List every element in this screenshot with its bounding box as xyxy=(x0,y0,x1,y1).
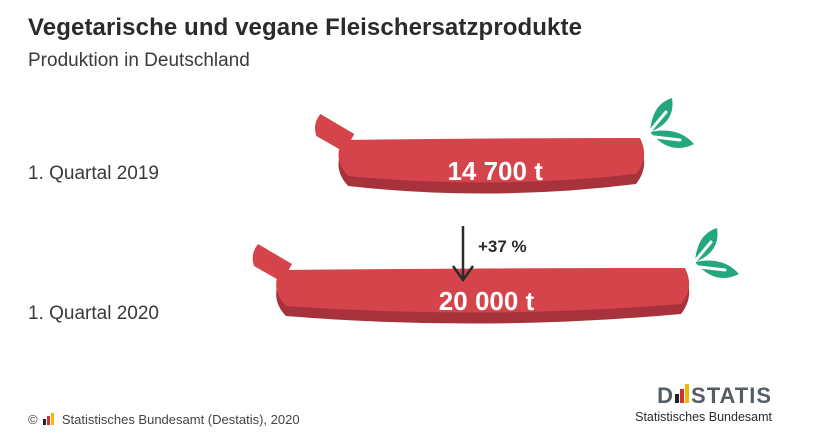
leaf-vein xyxy=(644,134,682,142)
destatis-logo: D STATIS Statistisches Bundesamt xyxy=(635,384,772,424)
source-footer: © Statistisches Bundesamt (Destatis), 20… xyxy=(28,412,300,428)
chart-title: Vegetarische und vegane Fleischersatzpro… xyxy=(28,14,583,41)
sausage-bar xyxy=(338,138,645,183)
change-arrow-head-icon xyxy=(451,265,475,283)
value-label: 14 700 t xyxy=(447,156,543,186)
category-label-2019: 1. Quartal 2019 xyxy=(28,163,159,184)
logo-subline: Statistisches Bundesamt xyxy=(635,410,772,424)
destatis-bars-icon xyxy=(675,384,690,407)
sausage-bar xyxy=(276,268,690,313)
logo-word-left: D xyxy=(657,383,675,408)
leaf-vein xyxy=(689,240,713,268)
copyright-symbol: © xyxy=(28,412,38,427)
destatis-mini-bars-icon xyxy=(43,413,55,428)
category-label-2020: 1. Quartal 2020 xyxy=(28,303,159,324)
leaf-vein xyxy=(689,264,727,272)
chart-subtitle: Produktion in Deutschland xyxy=(28,50,250,71)
change-label: +37 % xyxy=(478,237,527,256)
logo-word-right: STATIS xyxy=(691,383,772,408)
source-text: Statistisches Bundesamt (Destatis), 2020 xyxy=(61,412,300,427)
value-label: 20 000 t xyxy=(439,286,535,316)
leaf-vein xyxy=(644,110,668,138)
